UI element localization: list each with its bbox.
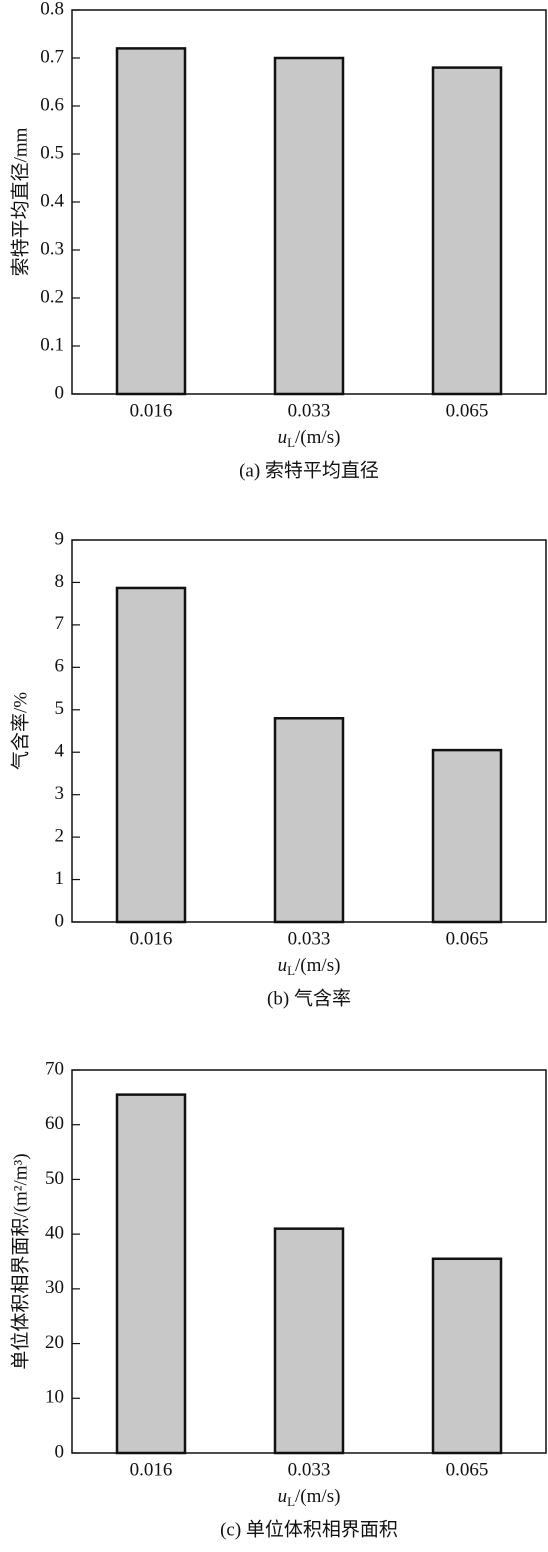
y-tick-label: 8 <box>55 571 65 592</box>
y-axis-label: 单位体积相界面积/(m²/m³) <box>9 1153 31 1369</box>
bar <box>273 1227 345 1455</box>
caption: (c) 单位体积相界面积 <box>220 1518 398 1540</box>
x-label-symbol: u <box>278 1486 288 1507</box>
y-tick-label: 40 <box>45 1223 64 1244</box>
plot-frame <box>71 539 547 923</box>
y-tick-label: 0.5 <box>40 142 64 163</box>
bar <box>273 717 345 924</box>
x-axis-label: uL/(m/s) <box>278 427 341 450</box>
x-tick-label: 0.016 <box>130 400 173 421</box>
y-tick-label: 0.6 <box>40 94 64 115</box>
y-tick-label: 7 <box>55 613 65 634</box>
y-tick-label: 4 <box>55 741 65 762</box>
x-tick-label: 0.065 <box>446 400 489 421</box>
y-tick-label: 0.2 <box>40 286 64 307</box>
x-tick-label: 0.033 <box>288 928 331 949</box>
bar <box>115 1093 187 1455</box>
bar <box>431 748 503 924</box>
x-label-subscript: L <box>287 1494 295 1509</box>
x-label-symbol: u <box>278 427 288 448</box>
x-tick-label: 0.033 <box>288 1459 331 1480</box>
y-axis-label: 索特平均直径/mm <box>9 127 31 276</box>
y-tick-label: 0 <box>55 382 65 403</box>
y-tick-label: 0 <box>55 1441 65 1462</box>
y-tick-label: 20 <box>45 1332 64 1353</box>
y-tick-label: 0.8 <box>40 0 64 19</box>
y-tick-label: 2 <box>55 825 65 846</box>
bar <box>115 586 187 924</box>
y-tick-label: 6 <box>55 656 65 677</box>
x-label-symbol: u <box>278 955 288 976</box>
y-tick-label: 0 <box>55 910 65 931</box>
y-tick-label: 0.3 <box>40 238 64 259</box>
bar <box>431 66 503 396</box>
y-tick-label: 5 <box>55 698 65 719</box>
caption: (a) 索特平均直径 <box>239 459 379 481</box>
plot-frame <box>71 9 547 395</box>
x-axis-label: uL/(m/s) <box>278 1486 341 1509</box>
y-tick-label: 50 <box>45 1168 64 1189</box>
x-label-unit: /(m/s) <box>295 427 340 448</box>
x-tick-label: 0.016 <box>130 1459 173 1480</box>
y-tick-label: 1 <box>55 868 65 889</box>
x-tick-label: 0.033 <box>288 400 331 421</box>
x-axis-label: uL/(m/s) <box>278 955 341 978</box>
y-tick-label: 0.1 <box>40 334 64 355</box>
y-tick-label: 30 <box>45 1277 64 1298</box>
y-tick-label: 0.4 <box>40 190 64 211</box>
bar <box>431 1257 503 1455</box>
x-tick-label: 0.065 <box>446 1459 489 1480</box>
x-tick-label: 0.016 <box>130 928 173 949</box>
y-tick-label: 0.7 <box>40 46 64 67</box>
plot-frame <box>71 1069 547 1454</box>
y-tick-label: 3 <box>55 783 65 804</box>
x-label-unit: /(m/s) <box>295 955 340 976</box>
x-label-subscript: L <box>287 963 295 978</box>
caption: (b) 气含率 <box>267 987 351 1009</box>
y-tick-label: 9 <box>55 528 65 549</box>
x-label-subscript: L <box>287 435 295 450</box>
x-label-unit: /(m/s) <box>295 1486 340 1507</box>
x-tick-label: 0.065 <box>446 928 489 949</box>
y-tick-label: 70 <box>45 1058 64 1079</box>
bar <box>273 56 345 396</box>
y-tick-label: 60 <box>45 1113 64 1134</box>
bar <box>115 47 187 396</box>
y-tick-label: 10 <box>45 1387 64 1408</box>
y-axis-label: 气含率/% <box>9 692 31 770</box>
